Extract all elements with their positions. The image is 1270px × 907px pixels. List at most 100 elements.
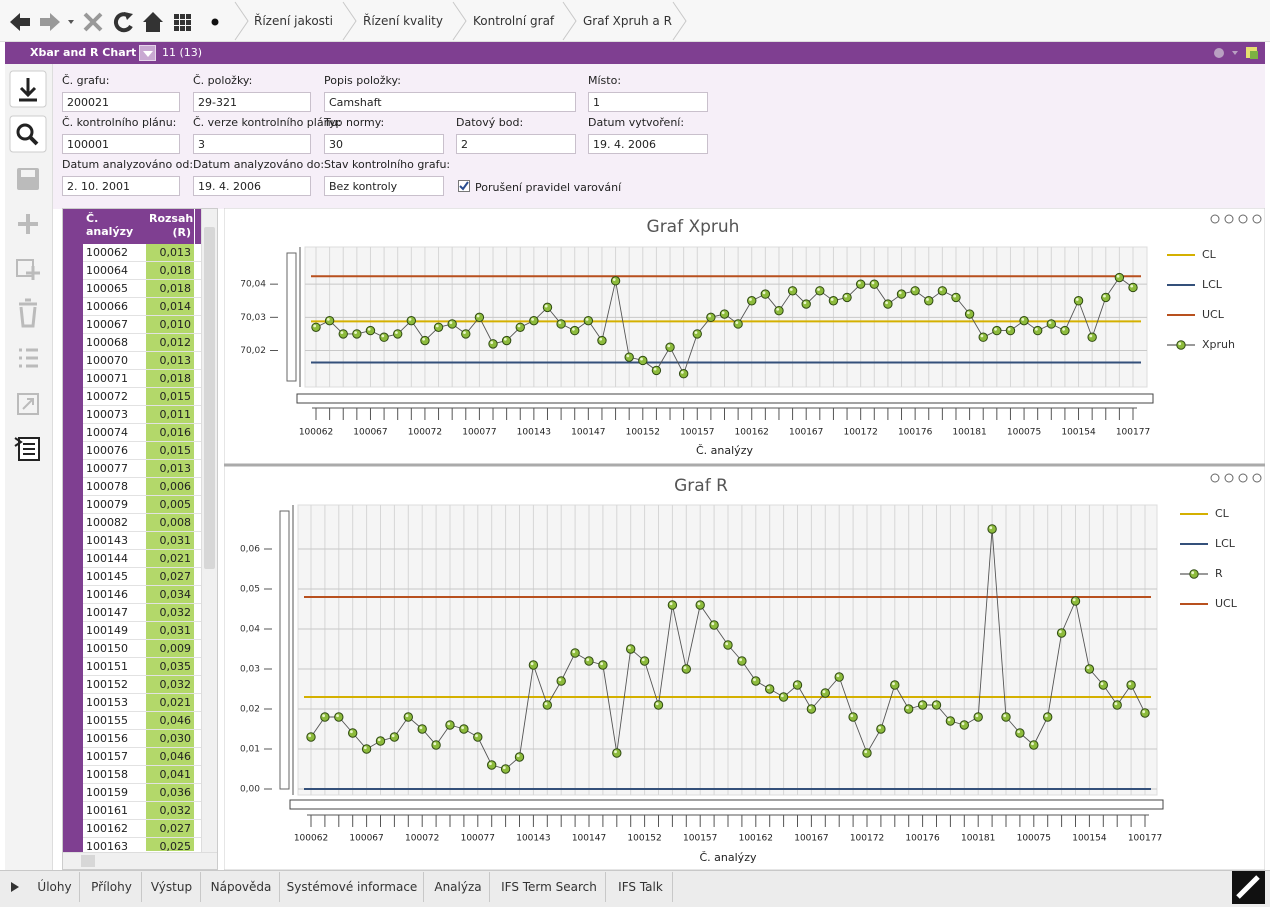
tab[interactable]: Nápověda: [203, 872, 280, 902]
back-icon[interactable]: [10, 13, 30, 31]
cell-id[interactable]: 100145: [83, 568, 146, 586]
add-button[interactable]: [18, 214, 38, 234]
cell-range[interactable]: 0,030: [146, 730, 194, 748]
field-input[interactable]: 2: [456, 134, 576, 154]
field-input[interactable]: Camshaft: [324, 92, 576, 112]
cell-range[interactable]: 0,013: [146, 352, 194, 370]
cell-range[interactable]: 0,011: [146, 406, 194, 424]
cell-range[interactable]: 0,015: [146, 442, 194, 460]
cell-id[interactable]: 100159: [83, 784, 146, 802]
list-button[interactable]: [19, 348, 38, 368]
cell-range[interactable]: 0,018: [146, 280, 194, 298]
expand-button[interactable]: [17, 393, 39, 415]
cell-range[interactable]: 0,008: [146, 514, 194, 532]
cell-id[interactable]: 100151: [83, 658, 146, 676]
cell-id[interactable]: 100153: [83, 694, 146, 712]
cell-id[interactable]: 100064: [83, 262, 146, 280]
cell-range[interactable]: 0,034: [146, 586, 194, 604]
cell-id[interactable]: 100073: [83, 406, 146, 424]
cell-range[interactable]: 0,021: [146, 550, 194, 568]
cell-range[interactable]: 0,032: [146, 802, 194, 820]
cell-range[interactable]: 0,032: [146, 604, 194, 622]
cell-id[interactable]: 100143: [83, 532, 146, 550]
cell-range[interactable]: 0,009: [146, 640, 194, 658]
cell-range[interactable]: 0,035: [146, 658, 194, 676]
cell-id[interactable]: 100150: [83, 640, 146, 658]
cell-range[interactable]: 0,046: [146, 748, 194, 766]
cell-id[interactable]: 100070: [83, 352, 146, 370]
cell-id[interactable]: 100065: [83, 280, 146, 298]
search-button[interactable]: [9, 115, 47, 153]
cell-range[interactable]: 0,005: [146, 496, 194, 514]
tab[interactable]: Výstup: [143, 872, 201, 902]
cell-range[interactable]: 0,015: [146, 388, 194, 406]
checkbox[interactable]: [458, 180, 470, 192]
refresh-icon[interactable]: [113, 12, 133, 33]
field-input[interactable]: 200021: [62, 92, 180, 112]
cell-id[interactable]: 100078: [83, 478, 146, 496]
cell-range[interactable]: 0,031: [146, 532, 194, 550]
cell-range[interactable]: 0,025: [146, 838, 194, 851]
dropdown-icon[interactable]: [68, 20, 74, 24]
home-icon[interactable]: [143, 12, 163, 32]
cell-id[interactable]: 100062: [83, 244, 146, 262]
v-scroll-thumb[interactable]: [204, 227, 215, 569]
cell-id[interactable]: 100082: [83, 514, 146, 532]
cell-range[interactable]: 0,021: [146, 694, 194, 712]
field-input[interactable]: 3: [193, 134, 311, 154]
cell-id[interactable]: 100147: [83, 604, 146, 622]
delete-button[interactable]: [19, 298, 37, 328]
cell-id[interactable]: 100149: [83, 622, 146, 640]
h-scroll-thumb[interactable]: [81, 855, 95, 867]
stop-icon[interactable]: [83, 12, 103, 32]
cell-range[interactable]: 0,041: [146, 766, 194, 784]
cell-range[interactable]: 0,010: [146, 316, 194, 334]
field-input[interactable]: 1: [588, 92, 708, 112]
cell-id[interactable]: 100163: [83, 838, 146, 851]
cell-id[interactable]: 100158: [83, 766, 146, 784]
tab[interactable]: Přílohy: [82, 872, 142, 902]
field-input[interactable]: Bez kontroly: [324, 176, 444, 196]
cell-range[interactable]: 0,027: [146, 568, 194, 586]
tab[interactable]: IFS Term Search: [493, 872, 606, 902]
cell-range[interactable]: 0,018: [146, 370, 194, 388]
cell-id[interactable]: 100074: [83, 424, 146, 442]
cell-range[interactable]: 0,006: [146, 478, 194, 496]
cell-id[interactable]: 100072: [83, 388, 146, 406]
cell-id[interactable]: 100067: [83, 316, 146, 334]
cell-id[interactable]: 100076: [83, 442, 146, 460]
breadcrumb[interactable]: Řízení kvality: [363, 14, 443, 28]
tab[interactable]: Systémové informace: [281, 872, 424, 902]
cell-id[interactable]: 100157: [83, 748, 146, 766]
tab[interactable]: Úlohy: [30, 872, 80, 902]
grid-icon[interactable]: [174, 14, 191, 31]
cell-id[interactable]: 100146: [83, 586, 146, 604]
cell-range[interactable]: 0,046: [146, 712, 194, 730]
breadcrumb[interactable]: Graf Xpruh a R: [583, 14, 672, 28]
cell-range[interactable]: 0,032: [146, 676, 194, 694]
h-scrollbar[interactable]: [63, 852, 217, 869]
field-input[interactable]: 19. 4. 2006: [588, 134, 708, 154]
cell-range[interactable]: 0,013: [146, 460, 194, 478]
cell-range[interactable]: 0,012: [146, 334, 194, 352]
cell-id[interactable]: 100066: [83, 298, 146, 316]
field-input[interactable]: 30: [324, 134, 444, 154]
cell-range[interactable]: 0,031: [146, 622, 194, 640]
cell-range[interactable]: 0,013: [146, 244, 194, 262]
field-input[interactable]: 100001: [62, 134, 180, 154]
cell-range[interactable]: 0,027: [146, 820, 194, 838]
cell-range[interactable]: 0,018: [146, 262, 194, 280]
cell-id[interactable]: 100077: [83, 460, 146, 478]
breadcrumb[interactable]: Kontrolní graf: [473, 14, 555, 28]
cell-id[interactable]: 100152: [83, 676, 146, 694]
field-input[interactable]: 19. 4. 2006: [193, 176, 311, 196]
tab[interactable]: Analýza: [427, 872, 490, 902]
tab[interactable]: IFS Talk: [609, 872, 673, 902]
field-input[interactable]: 29-321: [193, 92, 311, 112]
breadcrumb[interactable]: Řízení jakosti: [254, 14, 333, 28]
cell-id[interactable]: 100162: [83, 820, 146, 838]
cell-id[interactable]: 100156: [83, 730, 146, 748]
cell-id[interactable]: 100155: [83, 712, 146, 730]
cell-range[interactable]: 0,016: [146, 424, 194, 442]
cell-id[interactable]: 100071: [83, 370, 146, 388]
